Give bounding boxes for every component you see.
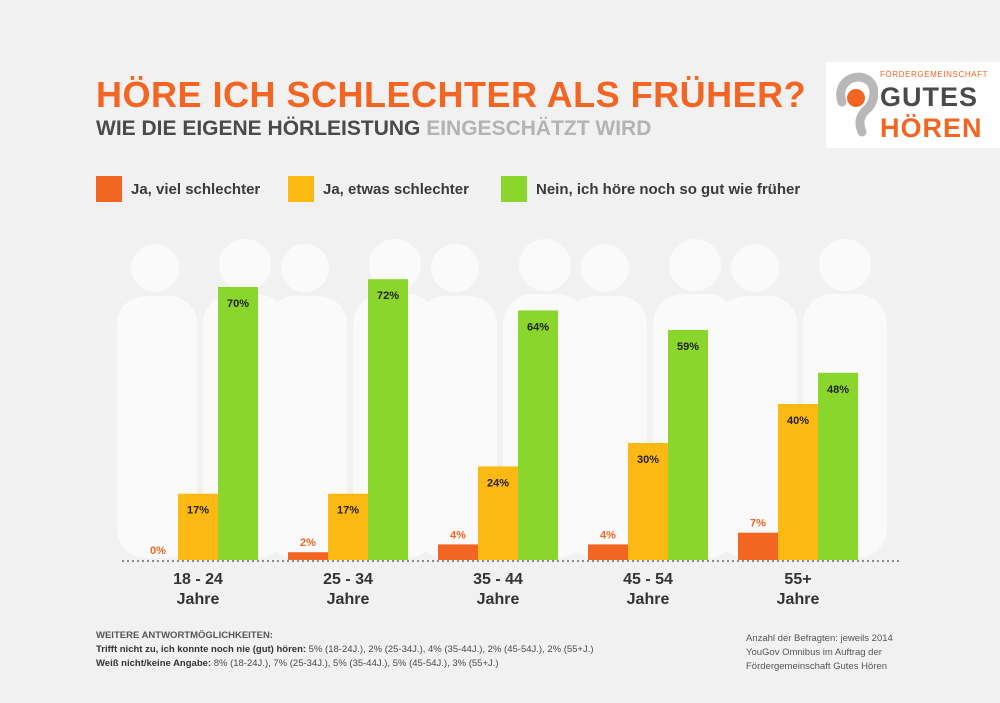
bar-etwas-schlechter-3 (478, 466, 518, 560)
notes-line-2-values: 8% (18-24J.), 7% (25-34J.), 5% (35-44J.)… (211, 658, 499, 669)
bar-etwas-schlechter-5 (778, 404, 818, 560)
category-label: Jahre (327, 591, 370, 608)
legend-label: Nein, ich höre noch so gut wie früher (536, 180, 801, 198)
data-label: 70% (227, 298, 249, 310)
bar-viel-schlechter-5 (738, 532, 778, 560)
notes-line-1: Trifft nicht zu, ich konnte noch nie (gu… (96, 643, 594, 657)
bar-nein-5 (818, 372, 858, 560)
bar-viel-schlechter-3 (438, 544, 478, 560)
source-note: Anzahl der Befragten: jeweils 2014 YouGo… (746, 632, 986, 674)
bar-viel-schlechter-2 (288, 552, 328, 560)
silhouette-head (519, 239, 571, 291)
source-line-3: Fördergemeinschaft Gutes Hören (746, 661, 887, 672)
bar-nein-3 (518, 310, 558, 560)
page-title: HÖRE ICH SCHLECHTER ALS FRÜHER? (96, 74, 807, 115)
silhouette-head (731, 244, 779, 292)
category-label: 25 - 34 (323, 571, 373, 588)
legend-item-etwas-schlechter: Ja, etwas schlechter (288, 176, 469, 202)
logo-word-hoeren: HÖREN (880, 113, 983, 143)
data-label: 59% (677, 341, 699, 353)
silhouette-head (581, 244, 629, 292)
data-label: 4% (600, 529, 616, 541)
category-label: 18 - 24 (173, 571, 223, 588)
data-label: 4% (450, 529, 466, 541)
silhouette-body (267, 296, 347, 558)
data-label: 24% (487, 477, 509, 489)
silhouette-head (219, 239, 271, 291)
data-label: 30% (637, 454, 659, 466)
legend-item-viel-schlechter: Ja, viel schlechter (96, 176, 260, 202)
ear-icon (836, 72, 878, 137)
category-label: Jahre (627, 591, 670, 608)
data-label: 40% (787, 415, 809, 427)
logo-org: FÖRDERGEMEINSCHAFT (880, 70, 989, 79)
category-label: Jahre (777, 591, 820, 608)
legend-swatch-red (96, 176, 122, 202)
notes-line-2: Weiß nicht/keine Angabe: 8% (18-24J.), 7… (96, 657, 594, 671)
data-label: 17% (187, 505, 209, 517)
silhouette-head (369, 239, 421, 291)
bar-nein-4 (668, 329, 708, 560)
silhouette-head (431, 244, 479, 292)
category-label: 45 - 54 (623, 571, 673, 588)
additional-answers: WEITERE ANTWORTMÖGLICHKEITEN: Trifft nic… (96, 629, 594, 671)
category-labels: 18 - 24 Jahre 25 - 34 Jahre 35 - 44 Jahre 45 -… (173, 571, 819, 608)
category-label: Jahre (477, 591, 520, 608)
legend-label: Ja, viel schlechter (131, 180, 261, 198)
logo: FÖRDERGEMEINSCHAFT GUTES HÖREN (826, 62, 1000, 148)
source-line-1: Anzahl der Befragten: jeweils 2014 (746, 633, 893, 644)
bar-etwas-schlechter-2 (328, 493, 368, 560)
data-label: 48% (827, 384, 849, 396)
data-label: 2% (300, 537, 316, 549)
chart-bars: 0% 2% 4% 4% 7% 17% 17% 24% 30% 40% 70% 72% 64% 59% 48% (150, 279, 858, 560)
legend-item-nein: Nein, ich höre noch so gut wie früher (501, 176, 800, 202)
notes-line-1-values: 5% (18-24J.), 2% (25-34J.), 4% (35-44J.)… (306, 644, 594, 655)
logo-word-gutes: GUTES (880, 82, 979, 112)
source-line-2: YouGov Omnibus im Auftrag der (746, 647, 882, 658)
data-label: 72% (377, 290, 399, 302)
bar-nein-2 (368, 279, 408, 560)
silhouette-head (281, 244, 329, 292)
silhouette-body (117, 296, 197, 558)
bar-nein-1 (218, 287, 258, 560)
data-label: 0% (150, 545, 166, 557)
notes-heading: WEITERE ANTWORTMÖGLICHKEITEN: (96, 630, 273, 641)
subtitle-dark: WIE DIE EIGENE HÖRLEISTUNG (96, 117, 421, 140)
legend-swatch-green (501, 176, 527, 202)
silhouette-body (717, 296, 797, 558)
subtitle-light: EINGESCHÄTZT WIRD (426, 117, 652, 140)
data-label: 7% (750, 518, 766, 530)
silhouette-body (567, 296, 647, 558)
bar-etwas-schlechter-1 (178, 493, 218, 560)
category-label: 35 - 44 (473, 571, 523, 588)
silhouette-body (417, 296, 497, 558)
silhouette-head (669, 239, 721, 291)
category-label: Jahre (177, 591, 220, 608)
notes-line-1-label: Trifft nicht zu, ich konnte noch nie (gu… (96, 644, 307, 655)
data-label: 64% (527, 321, 549, 333)
bar-etwas-schlechter-4 (628, 443, 668, 560)
legend-label: Ja, etwas schlechter (323, 180, 469, 198)
page-subtitle: WIE DIE EIGENE HÖRLEISTUNG EINGESCHÄTZT … (96, 117, 651, 141)
legend-swatch-orange (288, 176, 314, 202)
bar-viel-schlechter-4 (588, 544, 628, 560)
notes-line-2-label: Weiß nicht/keine Angabe: (96, 658, 212, 669)
category-label: 55+ (784, 571, 811, 588)
data-label: 17% (337, 505, 359, 517)
silhouette-head (131, 244, 179, 292)
silhouette-head (819, 239, 871, 291)
